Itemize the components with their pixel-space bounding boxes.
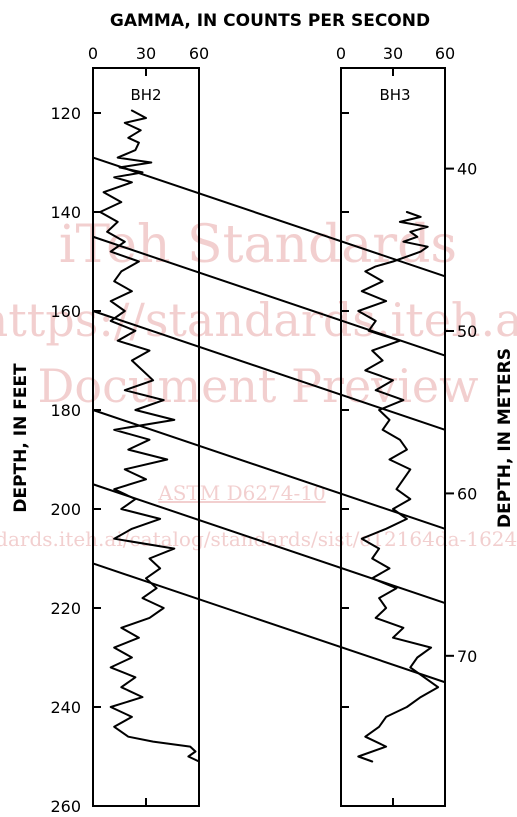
depth-feet-tick-label: 220 bbox=[50, 599, 81, 618]
x-tick-label: 60 bbox=[435, 44, 455, 63]
bh3-label: BH3 bbox=[379, 86, 410, 104]
bh2-panel-frame bbox=[92, 67, 200, 807]
depth-feet-tick-label: 200 bbox=[50, 500, 81, 519]
depth-feet-tick-label: 120 bbox=[50, 104, 81, 123]
left-axis-label: DEPTH, IN FEET bbox=[11, 363, 31, 513]
depth-meters-tick-label: 50 bbox=[457, 322, 477, 341]
correlation-line bbox=[92, 156, 446, 278]
watermark: iTeh Standards (https://standards.iteh.a… bbox=[0, 215, 517, 551]
x-tick-label: 30 bbox=[136, 44, 156, 63]
depth-meters-tick-label: 40 bbox=[457, 160, 477, 179]
correlation-line bbox=[92, 310, 446, 431]
depth-feet-tick-label: 240 bbox=[50, 698, 81, 717]
depth-meters-tick-label: 60 bbox=[457, 484, 477, 503]
depth-feet-tick-label: 260 bbox=[50, 797, 81, 816]
depth-meters-axis: 40 50 60 70 bbox=[445, 160, 477, 666]
chart-title: GAMMA, IN COUNTS PER SECOND bbox=[110, 11, 430, 31]
x-tick-label: 0 bbox=[336, 44, 346, 63]
depth-feet-tick-label: 180 bbox=[50, 401, 81, 420]
series-line-bh3 bbox=[357, 211, 440, 763]
bh2-label: BH2 bbox=[130, 86, 161, 104]
x-tick-label: 60 bbox=[189, 44, 209, 63]
depth-feet-tick-label: 160 bbox=[50, 302, 81, 321]
gamma-log-series bbox=[99, 109, 440, 763]
watermark-line-2: (https://standards.iteh.ai) bbox=[0, 293, 517, 347]
watermark-line-4: ASTM D6274-10 bbox=[157, 481, 325, 505]
watermark-line-1: iTeh Standards bbox=[59, 215, 457, 275]
depth-feet-tick-label: 140 bbox=[50, 203, 81, 222]
depth-meters-tick-label: 70 bbox=[457, 647, 477, 666]
watermark-line-3: Document Preview bbox=[38, 359, 479, 413]
right-axis-label: DEPTH, IN METERS bbox=[495, 348, 515, 528]
x-axis-ticks: 0 30 60 0 30 60 bbox=[88, 44, 455, 806]
depth-feet-axis: 120 140 160 180 200 220 240 260 bbox=[50, 104, 349, 816]
series-line-bh2 bbox=[99, 109, 200, 763]
bh3-panel-frame bbox=[340, 67, 446, 807]
x-tick-label: 0 bbox=[88, 44, 98, 63]
x-tick-label: 30 bbox=[383, 44, 403, 63]
correlation-line bbox=[92, 409, 446, 530]
watermark-line-5: https://standards.iteh.ai/catalog/standa… bbox=[0, 527, 517, 551]
